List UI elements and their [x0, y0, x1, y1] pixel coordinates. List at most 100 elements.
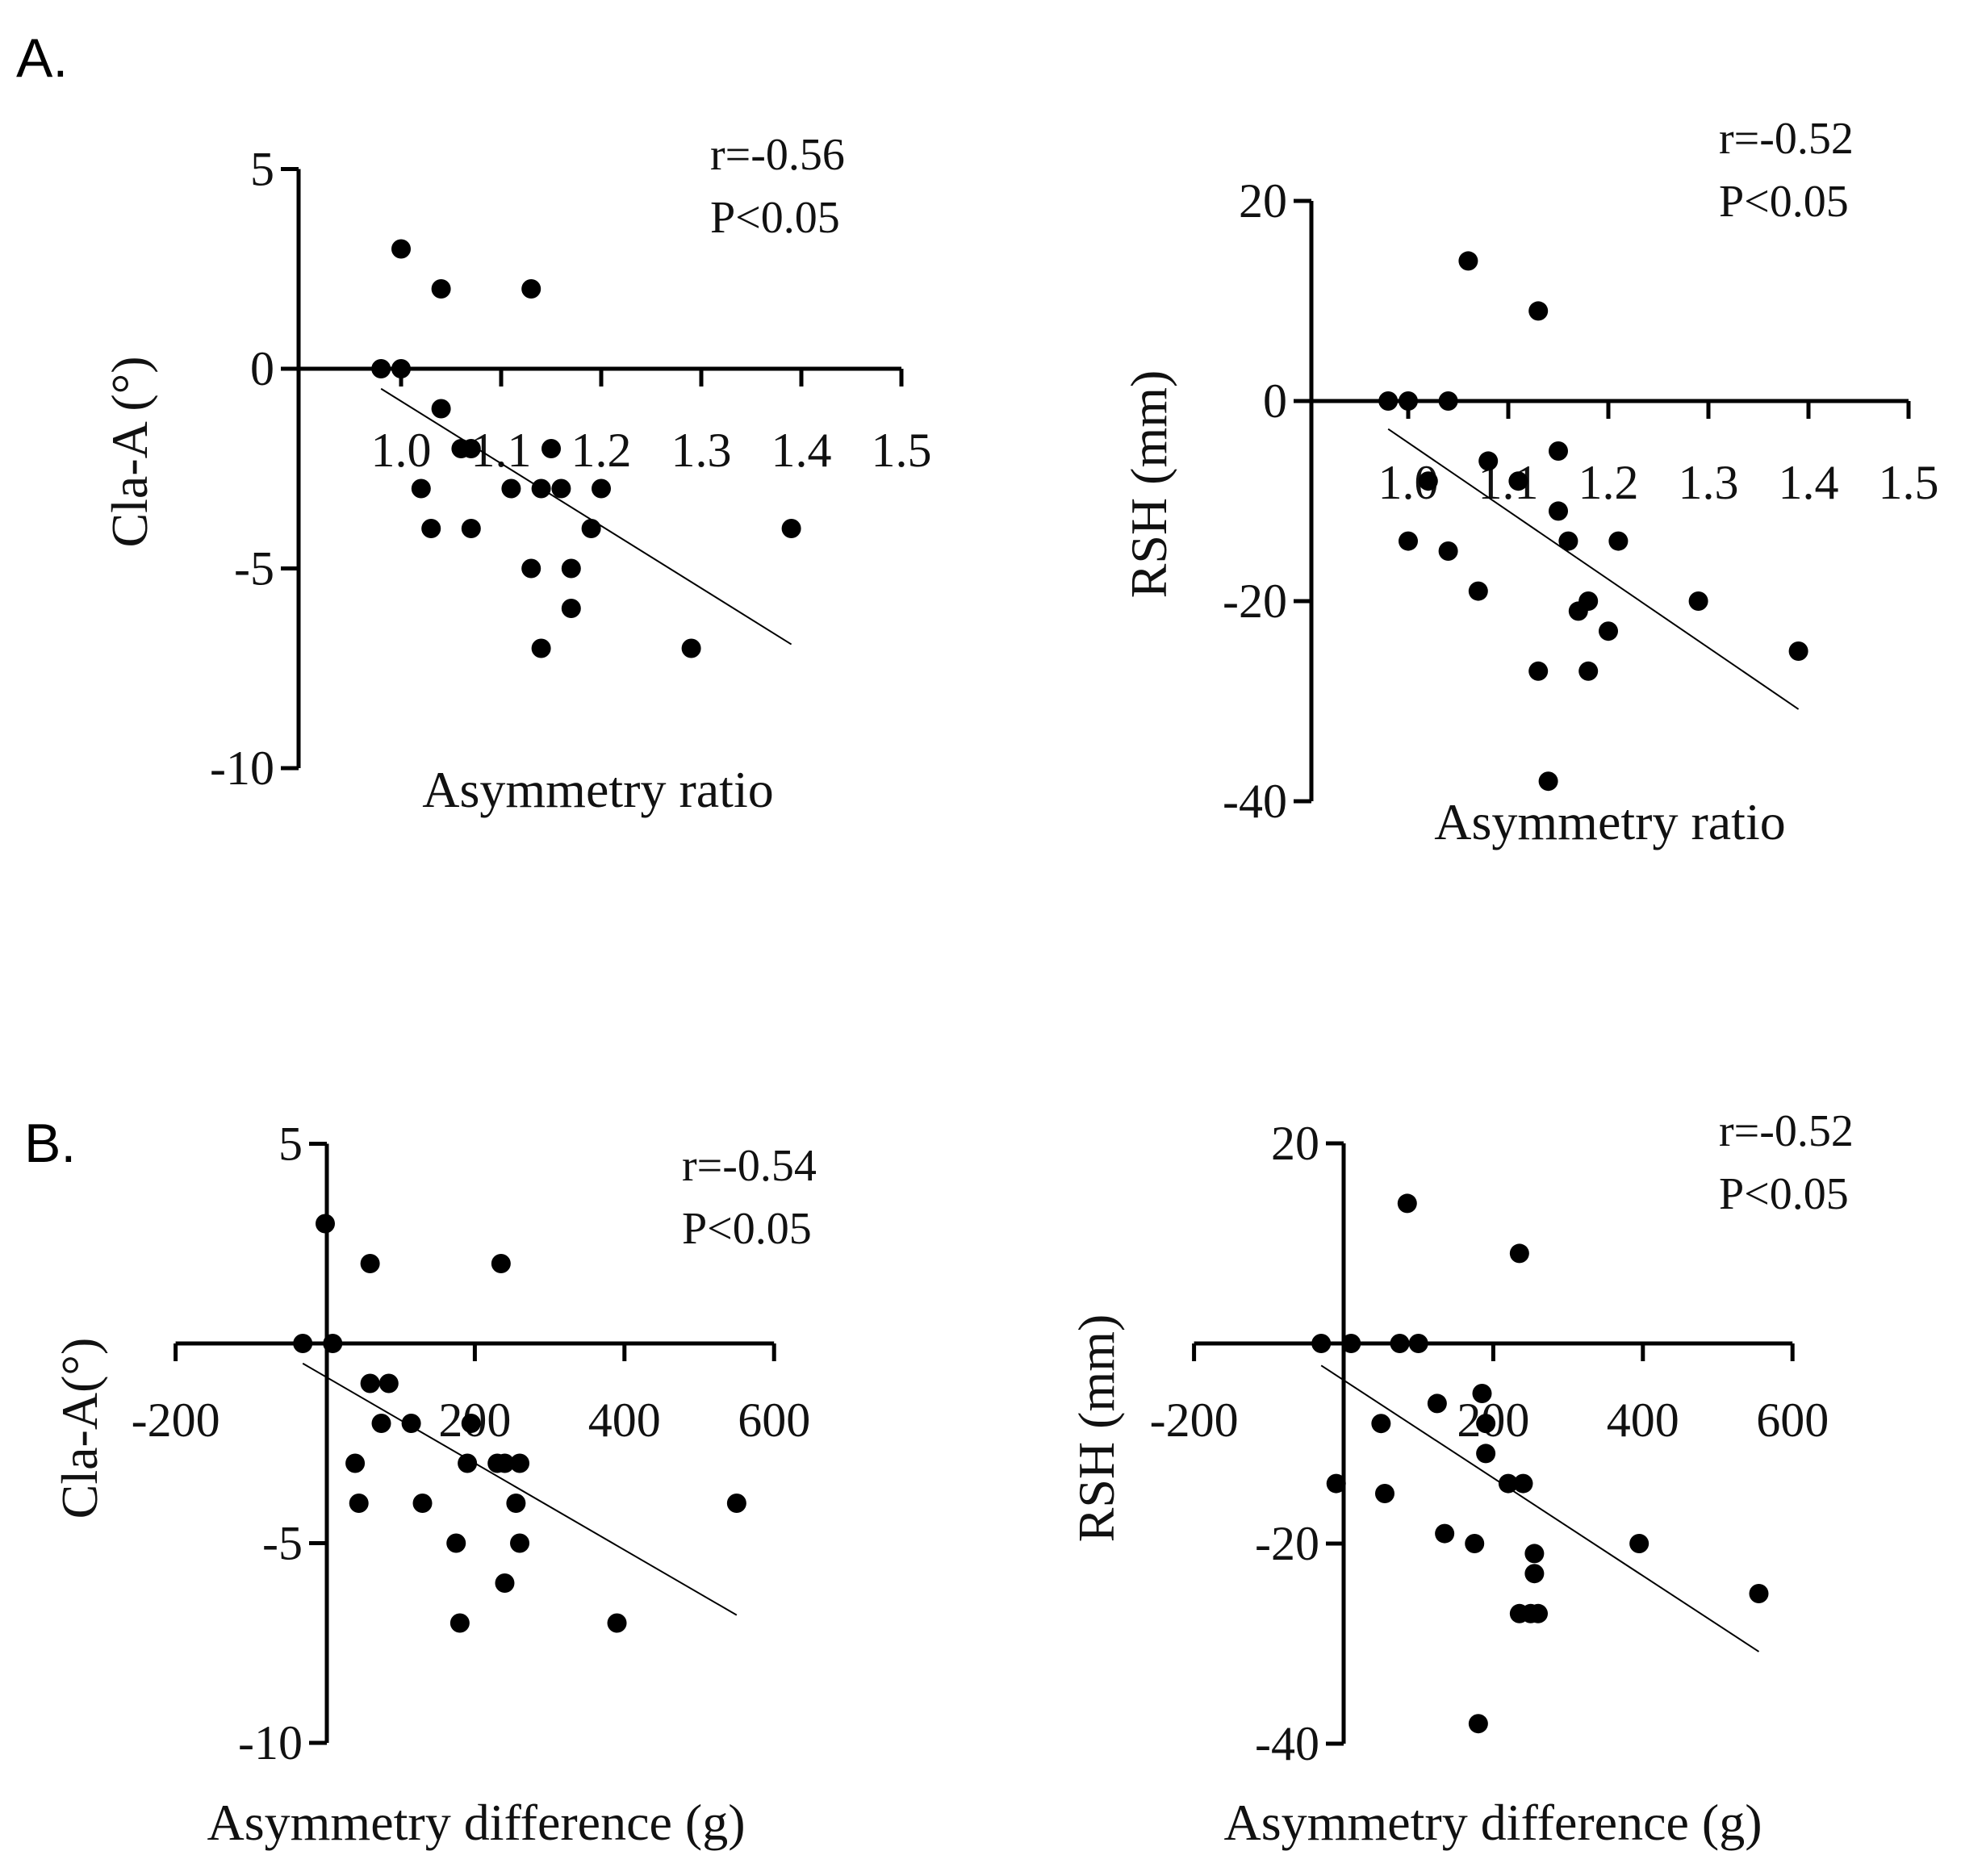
data-point: [501, 478, 521, 499]
data-point: [1438, 541, 1458, 561]
data-point: [371, 359, 391, 378]
data-point: [1558, 531, 1578, 551]
y-tick-label: -10: [210, 742, 274, 795]
data-point: [531, 478, 551, 499]
data-point: [316, 1214, 335, 1234]
data-point: [1509, 1243, 1529, 1264]
data-point: [1524, 1564, 1545, 1584]
regression-line: [302, 1362, 738, 1616]
data-point: [461, 519, 481, 538]
data-point: [1549, 441, 1568, 461]
x-tick-label: 1.2: [571, 424, 632, 477]
data-point: [1399, 531, 1418, 551]
x-tick-label: 1.5: [872, 424, 932, 477]
x-tick-label: 1.0: [371, 424, 432, 477]
correlation-coefficient: r=-0.52: [1719, 114, 1854, 164]
y-tick-label: 20: [1271, 1117, 1319, 1170]
data-point: [561, 599, 581, 618]
regression-line: [380, 387, 792, 646]
x-tick-label: 1.4: [771, 424, 832, 477]
data-point: [1688, 591, 1708, 611]
p-value: P<0.05: [710, 193, 840, 243]
y-tick-label: 0: [1263, 374, 1287, 428]
x-tick-label: 600: [1756, 1393, 1829, 1447]
correlation-coefficient: r=-0.56: [710, 130, 845, 180]
data-point: [1478, 451, 1499, 471]
x-tick-label: 400: [1607, 1393, 1679, 1447]
data-point: [510, 1453, 530, 1473]
x-tick-label: 1.3: [671, 424, 732, 477]
x-tick-label: 1.5: [1879, 456, 1939, 509]
data-point: [521, 558, 541, 579]
data-point: [446, 1533, 466, 1553]
data-point: [378, 1373, 399, 1393]
data-point: [1513, 1473, 1533, 1494]
data-point: [1498, 1473, 1518, 1494]
regression-line: [1320, 1364, 1760, 1652]
x-tick-label: 1.4: [1779, 456, 1839, 509]
correlation-coefficient: r=-0.54: [682, 1141, 817, 1191]
data-point: [431, 399, 451, 419]
data-point: [401, 1414, 421, 1433]
data-point: [1408, 1334, 1428, 1353]
data-point: [345, 1453, 366, 1473]
panel-a-label: A.: [16, 27, 68, 89]
data-point: [551, 478, 571, 499]
data-point: [1435, 1523, 1455, 1544]
data-point: [726, 1494, 746, 1513]
regression-line: [1387, 428, 1800, 710]
data-point: [1468, 581, 1488, 601]
data-point: [1476, 1414, 1496, 1434]
data-point: [412, 1494, 433, 1513]
data-point: [1468, 1714, 1488, 1734]
y-tick-label: -5: [262, 1517, 303, 1570]
y-tick-label: 20: [1239, 174, 1287, 228]
data-point: [1465, 1534, 1485, 1553]
data-point: [495, 1453, 515, 1473]
data-point: [581, 519, 601, 538]
data-point: [521, 279, 541, 299]
data-point: [781, 519, 801, 538]
data-point: [391, 359, 411, 378]
x-tick-label: 1.2: [1578, 456, 1639, 509]
data-point: [293, 1334, 313, 1353]
p-value: P<0.05: [1719, 1169, 1849, 1219]
data-point: [1528, 301, 1549, 321]
data-point: [1371, 1414, 1391, 1434]
data-point: [607, 1613, 627, 1633]
x-axis-title: Asymmetry ratio: [422, 761, 773, 818]
data-point: [1397, 1193, 1417, 1214]
x-axis-title: Asymmetry ratio: [1434, 793, 1785, 850]
y-tick-label: -20: [1255, 1517, 1319, 1570]
data-point: [592, 478, 611, 499]
data-point: [1438, 391, 1458, 411]
x-tick-label: 1.3: [1679, 456, 1739, 509]
data-point: [1311, 1334, 1332, 1353]
data-point: [1508, 471, 1528, 491]
y-tick-label: 5: [250, 143, 274, 196]
data-point: [391, 239, 411, 259]
data-point: [1538, 771, 1558, 792]
data-point: [431, 279, 451, 299]
data-point: [1390, 1334, 1410, 1353]
data-point: [421, 519, 441, 538]
data-point: [1629, 1534, 1649, 1553]
data-point: [449, 1613, 470, 1633]
data-point: [1378, 391, 1399, 411]
data-point: [1528, 661, 1549, 681]
correlation-coefficient: r=-0.52: [1719, 1106, 1854, 1156]
data-point: [1788, 641, 1808, 661]
y-tick-label: -20: [1223, 574, 1287, 628]
x-tick-label: -200: [1150, 1393, 1239, 1447]
data-point: [1326, 1473, 1346, 1494]
data-point: [1578, 661, 1599, 681]
data-point: [491, 1254, 511, 1273]
data-point: [1472, 1384, 1492, 1403]
panel-b-label: B.: [24, 1113, 76, 1174]
y-tick-label: -10: [238, 1716, 303, 1769]
data-point: [1399, 391, 1418, 411]
